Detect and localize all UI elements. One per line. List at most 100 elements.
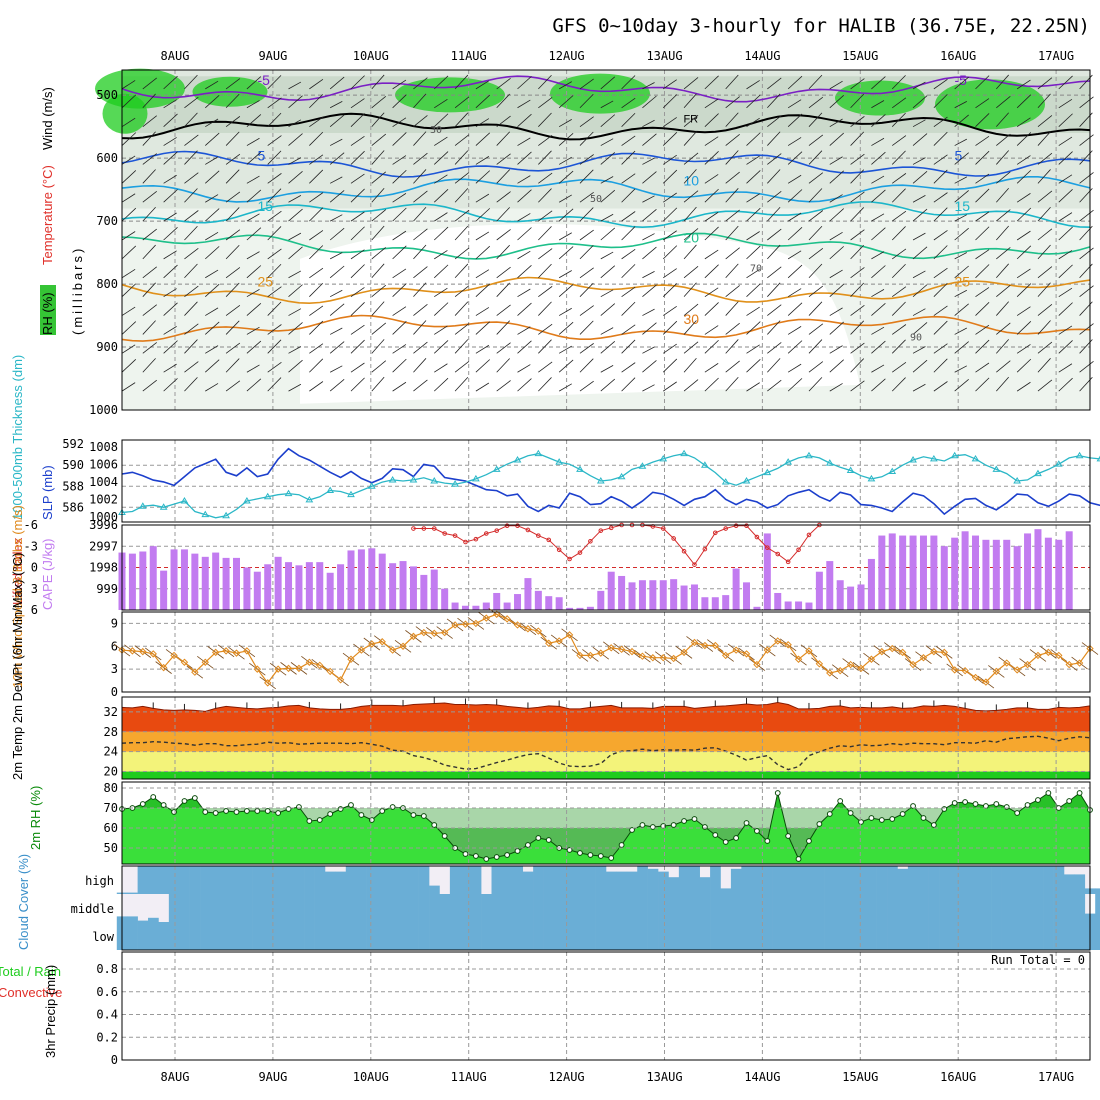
wind-speed-point xyxy=(482,614,491,622)
cloud-bar-low xyxy=(720,922,732,950)
wind-barb xyxy=(475,156,490,165)
wind-barb xyxy=(1037,115,1053,127)
wind-barb xyxy=(184,285,199,297)
rh-point xyxy=(379,808,386,814)
wind-speed-point xyxy=(846,660,855,669)
wind-barb xyxy=(787,340,803,354)
wind-barb xyxy=(683,379,699,392)
wind-barb xyxy=(246,76,262,90)
wind-barb xyxy=(767,207,781,222)
wind-barb xyxy=(787,75,803,90)
wind-barb xyxy=(725,360,740,373)
wind-barb xyxy=(371,322,387,335)
temp-contour-FR xyxy=(121,112,1091,141)
cape-bar xyxy=(243,567,251,610)
wind-barb xyxy=(434,325,448,335)
wind-barb xyxy=(329,114,345,127)
wind-barb xyxy=(1037,341,1053,354)
cape-bar xyxy=(451,602,459,610)
wind-barb xyxy=(891,226,906,241)
wind-barb xyxy=(475,245,491,260)
cloud-bar-low xyxy=(481,922,492,950)
wind-barb xyxy=(558,270,572,279)
wind-barb xyxy=(413,244,427,260)
cape-bar xyxy=(774,592,782,610)
cape-bar xyxy=(472,605,480,610)
cloud-bar-low xyxy=(647,922,659,950)
wind-barb xyxy=(954,190,969,203)
rh-point xyxy=(577,850,583,856)
cape-bar xyxy=(972,535,980,610)
wind-barb xyxy=(892,97,907,109)
wind-barb xyxy=(808,74,823,90)
cloud-bar-high xyxy=(699,877,711,894)
wind-barb xyxy=(350,226,365,241)
cloud-bar-low xyxy=(845,922,857,950)
wind-barb xyxy=(933,94,948,109)
rh-point xyxy=(181,798,188,804)
wind-barb xyxy=(787,264,803,279)
temp-contour-label: 10 xyxy=(683,173,699,189)
cape-tick: 1998 xyxy=(89,561,118,575)
wind-barb xyxy=(912,157,926,165)
thickness-point xyxy=(284,489,293,497)
rh-green-patch xyxy=(835,80,925,116)
lifted-index-point xyxy=(421,526,427,531)
wind-barb xyxy=(725,247,740,260)
temp-contour-label: 5 xyxy=(954,147,962,163)
wind-speed-point xyxy=(513,621,522,629)
temp-tick: 24 xyxy=(104,745,118,759)
cloud-bar-low xyxy=(866,922,877,950)
wind-barb xyxy=(600,227,616,241)
rh-point xyxy=(1035,797,1041,803)
cloud-bar-high xyxy=(907,866,919,894)
wind-barb xyxy=(850,93,865,109)
wind-barb xyxy=(1037,77,1053,90)
cloud-bar-low xyxy=(741,922,753,950)
cloud-bar-middle xyxy=(408,894,419,922)
wind-barb xyxy=(350,211,365,222)
wind-barb xyxy=(434,212,448,222)
thickness-point xyxy=(513,456,522,463)
wind-barb xyxy=(475,321,491,335)
cloud-bar-high xyxy=(928,866,940,894)
wind-barb xyxy=(225,320,240,335)
cloud-bar-middle xyxy=(564,894,576,922)
wind-barb xyxy=(413,228,428,241)
cloud-bar-middle xyxy=(637,894,648,922)
wind-barb xyxy=(621,97,636,109)
wind-barb xyxy=(683,228,699,241)
lifted-index-point xyxy=(577,550,583,555)
wind-barb xyxy=(371,188,385,203)
wind-barb xyxy=(725,171,740,184)
wind-barb xyxy=(433,264,449,279)
wind-speed-point xyxy=(950,666,959,674)
thickness-point xyxy=(763,468,772,476)
wind-barb xyxy=(288,232,302,241)
cloud-bar-low xyxy=(897,922,909,950)
wind-barb xyxy=(142,131,156,146)
wind-barb xyxy=(184,301,198,316)
wind-barb xyxy=(1058,377,1073,392)
cloud-bar-low xyxy=(939,922,950,950)
wind-barb xyxy=(454,339,469,354)
temp-tick: 20 xyxy=(104,765,118,779)
thickness-point xyxy=(201,510,210,518)
wind-barb xyxy=(871,302,886,316)
wind-barb xyxy=(662,320,678,335)
cloud-bar-high xyxy=(1011,866,1023,894)
wind-barb xyxy=(829,94,844,109)
cloud-bar-high xyxy=(200,866,211,894)
wind-barb xyxy=(892,324,907,335)
cape-tick: 2997 xyxy=(89,539,118,553)
cape-bar xyxy=(316,562,324,610)
wind-speed-point xyxy=(805,647,813,655)
cloud-bar-low xyxy=(824,922,836,950)
wind-barb xyxy=(933,267,948,279)
cloud-bar-low xyxy=(606,922,617,950)
wind-barb xyxy=(704,98,719,109)
bottom-date-axis: 8AUG 9AUG 10AUG 11AUG 12AUG 13AUG 14AUG 15AUG 16… xyxy=(161,1070,1075,1084)
wind-barb xyxy=(871,340,886,354)
